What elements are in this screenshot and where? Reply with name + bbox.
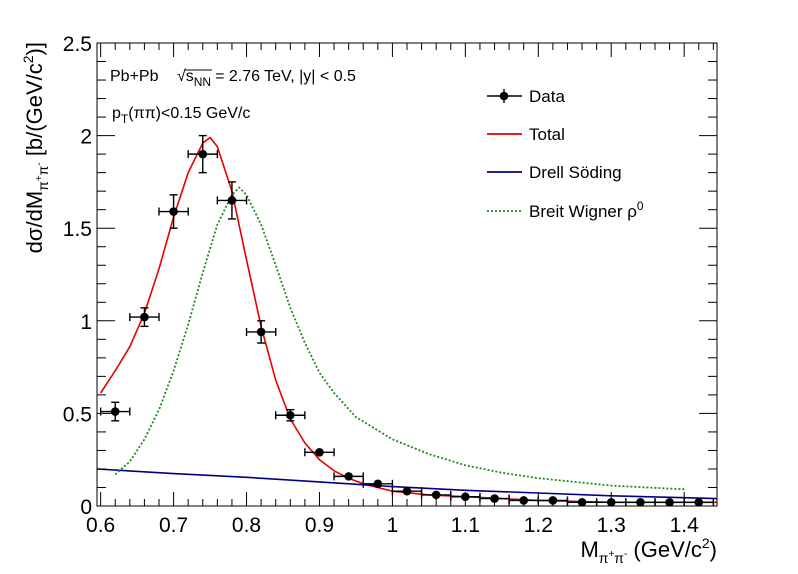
x-axis-title: Mπ+π- (GeV/c2) [580, 535, 717, 566]
sqrt-sign: √ [177, 68, 186, 85]
tick-labels: 0.6 0.7 0.8 0.9 1 1.1 1.2 1.3 1.4 0 0.5 1 1.5 2 2.5 [63, 33, 699, 537]
y-tick-label: 0 [80, 496, 92, 519]
anno2-prefix: p [112, 105, 121, 122]
data-point [187, 134, 219, 174]
y-tick-label: 2 [80, 126, 92, 149]
anno1-s: s [186, 68, 194, 85]
series-line-breit-wigner- [114, 186, 685, 491]
xlabel-rest: (GeV/c [627, 537, 702, 562]
axis-ticks [97, 42, 717, 507]
data-marker [431, 490, 441, 500]
xlabel-sub-sup2: - [624, 549, 627, 560]
data-marker [198, 149, 208, 159]
data-marker [344, 472, 353, 481]
data-marker [373, 479, 383, 489]
y-tick-label: 0.5 [63, 403, 92, 426]
x-tick-label: 1.2 [524, 514, 553, 537]
data-point [333, 472, 364, 481]
data-point [362, 479, 394, 489]
x-tick-label: 1 [387, 514, 399, 537]
data-marker [169, 207, 178, 216]
data-marker [315, 447, 324, 457]
legend: Data Total Drell Söding Breit Wigner ρ0 [487, 87, 644, 221]
data-point [275, 408, 306, 422]
xlabel-sub-sup1: + [608, 549, 614, 560]
legend-entry-drell-s-ding: Drell Söding [487, 163, 622, 182]
legend-label: Data [529, 87, 565, 106]
data-point [304, 447, 335, 457]
x-tick-label: 0.8 [232, 514, 261, 537]
annotation-collision: Pb+Pb √sNN = 2.76 TeV, |y| < 0.5 [110, 68, 356, 89]
data-point [216, 181, 248, 220]
data-marker [110, 407, 120, 416]
data-marker [402, 486, 412, 496]
anno1-prefix: Pb+Pb [110, 68, 159, 85]
xlabel-sub2: π [614, 550, 624, 566]
ylabel-sub: π [35, 181, 51, 191]
anno1-sub: NN [194, 75, 211, 89]
ylabel-sub-sup1: + [34, 175, 45, 181]
x-tick-label: 1.1 [451, 514, 480, 537]
legend-label: Total [529, 125, 565, 144]
legend-swatch-marker [499, 91, 509, 101]
data-marker [285, 410, 295, 420]
xlabel-sup: 2 [702, 535, 710, 551]
x-tick-label: 1.3 [597, 514, 626, 537]
x-tick-label: 0.7 [159, 514, 188, 537]
ylabel-rest: [b/(GeV/c [22, 63, 47, 162]
y-tick-label: 2.5 [63, 33, 92, 56]
series-line-drell-s-ding [97, 468, 717, 500]
data-marker [490, 494, 499, 503]
legend-label: Drell Söding [529, 163, 622, 182]
ylabel-end: )] [22, 42, 47, 55]
data-point [129, 307, 160, 328]
ylabel-sub-sup2: - [34, 162, 45, 165]
legend-entry-breit-wigner-: Breit Wigner ρ0 [487, 199, 644, 221]
data-point [158, 194, 189, 229]
annotation-pt-cut: pT(ππ)<0.15 GeV/c [112, 105, 250, 126]
data-marker [227, 196, 237, 205]
data-marker [256, 327, 266, 337]
xlabel-sub: π [599, 550, 609, 566]
ylabel-main: dσ/dM [22, 191, 47, 254]
data-marker [140, 312, 149, 322]
xlabel-main: M [580, 537, 598, 562]
xlabel-end: ) [710, 537, 717, 562]
anno2-sub: T [121, 112, 129, 126]
legend-entry-data: Data [487, 87, 565, 106]
legend-label: Breit Wigner ρ0 [529, 199, 644, 221]
y-tick-label: 1 [80, 311, 92, 334]
x-tick-label: 0.9 [305, 514, 334, 537]
anno2-suffix: (ππ)<0.15 GeV/c [128, 105, 250, 122]
legend-entry-total: Total [487, 125, 565, 144]
x-tick-label: 0.6 [86, 514, 115, 537]
anno1-suffix: = 2.76 TeV, |y| < 0.5 [215, 68, 356, 85]
ylabel-sup: 2 [20, 55, 36, 63]
y-tick-label: 1.5 [63, 218, 92, 241]
x-tick-label: 1.4 [670, 514, 700, 537]
y-axis-title: dσ/dMπ+π- [b/(GeV/c2)] [20, 42, 51, 253]
data-point [245, 320, 277, 344]
ylabel-sub2: π [35, 165, 51, 175]
